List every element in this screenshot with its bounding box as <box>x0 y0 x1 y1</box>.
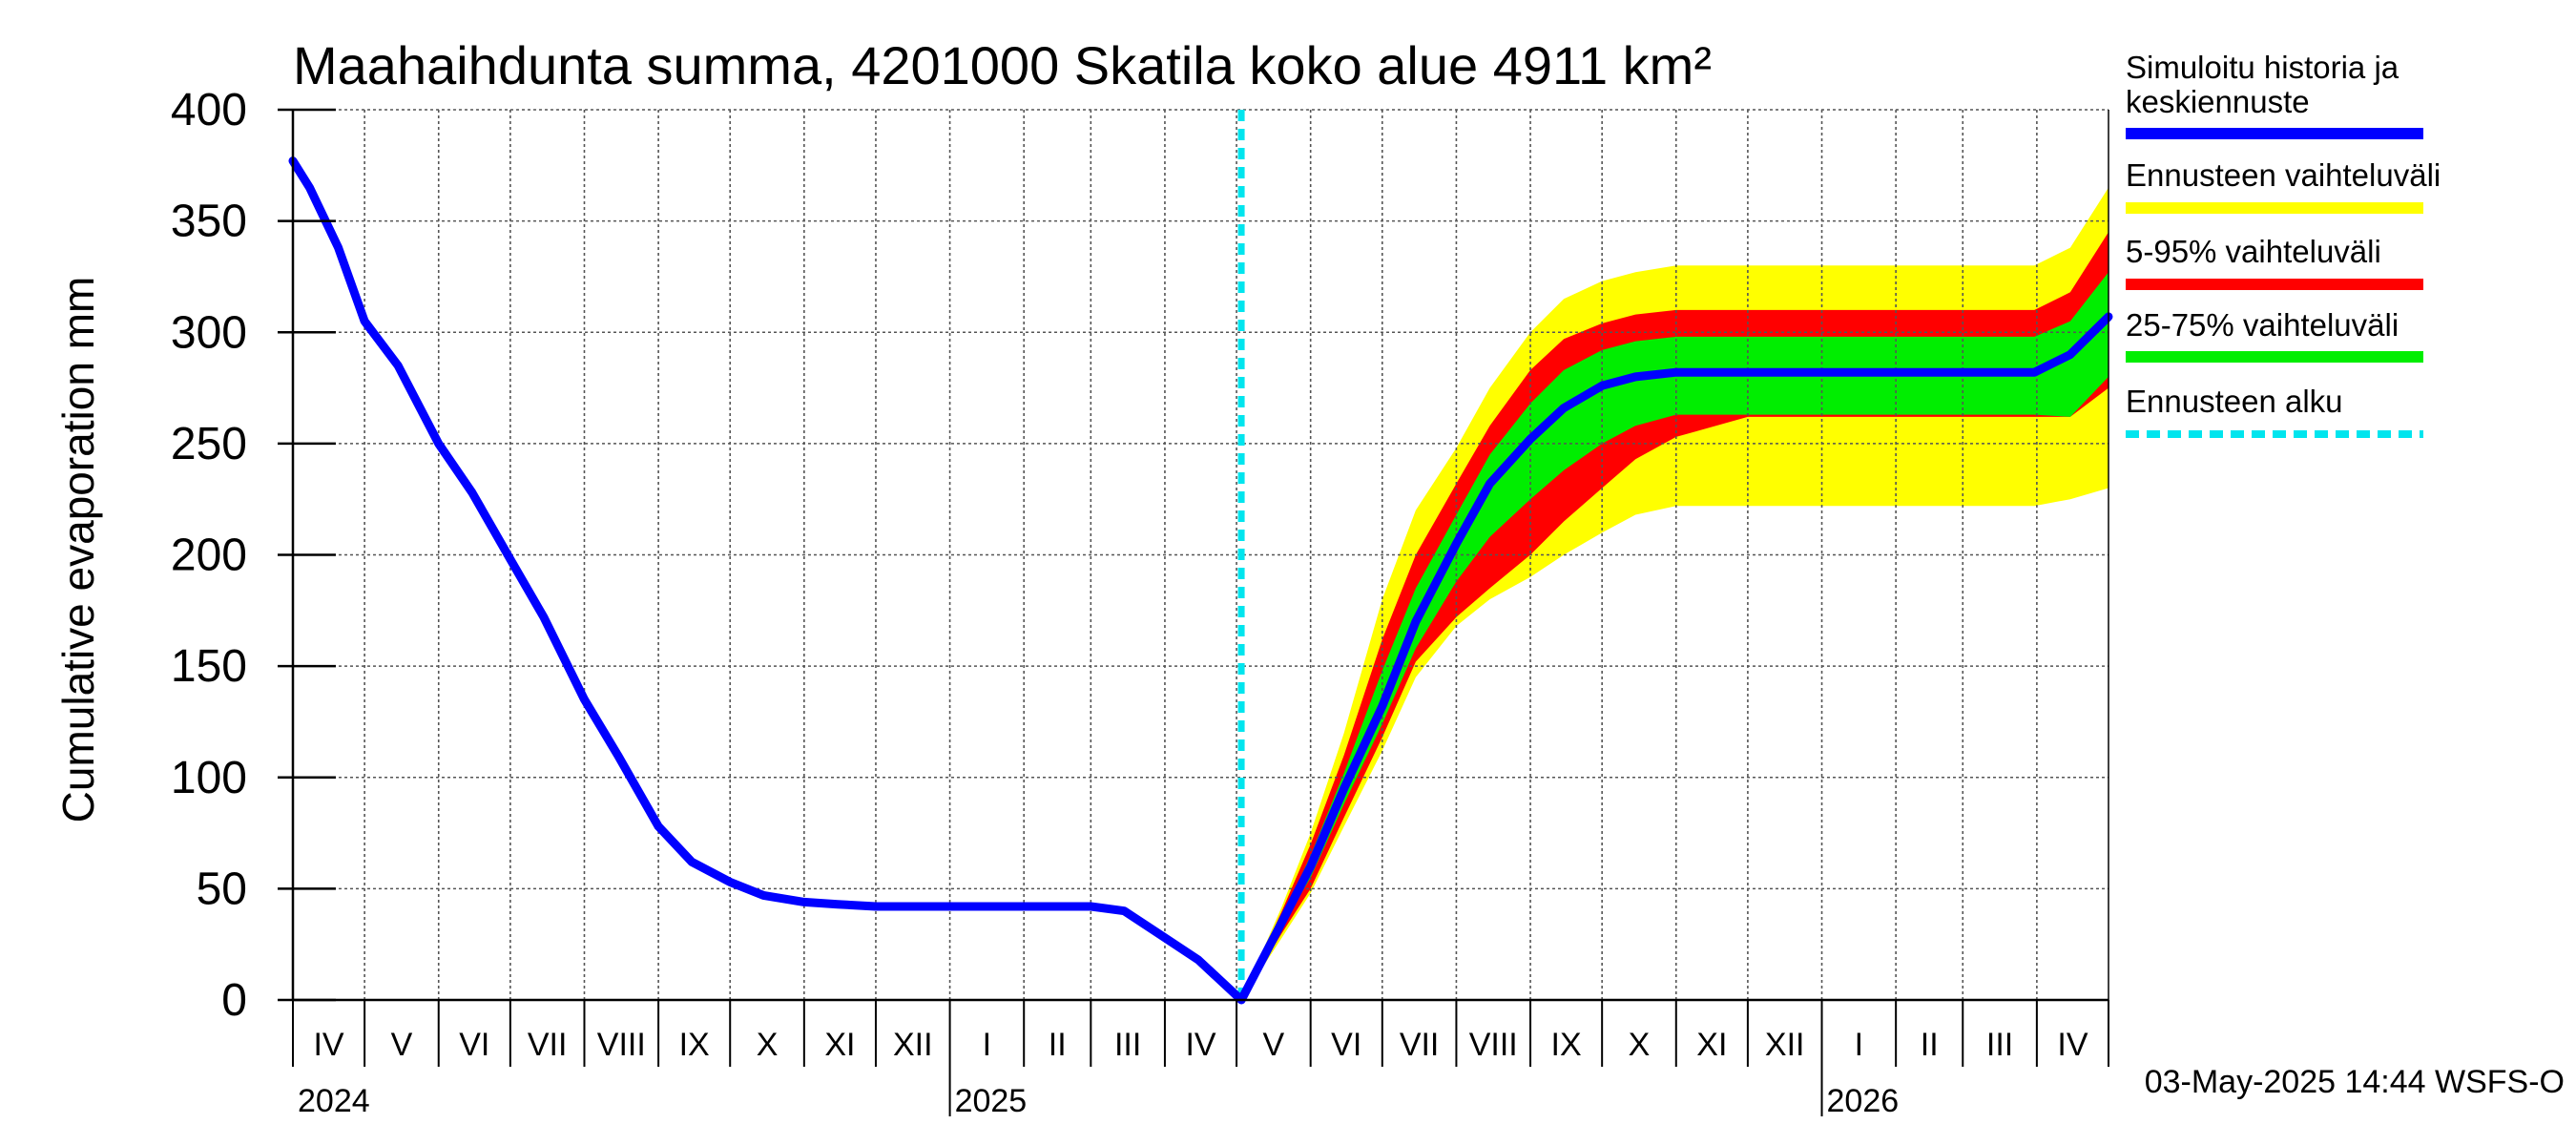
month-label: XII <box>1765 1027 1805 1063</box>
year-label: 2025 <box>955 1083 1028 1119</box>
year-label: 2026 <box>1827 1083 1900 1119</box>
legend-label: Ennusteen vaihteluväli <box>2126 157 2441 193</box>
month-label: VI <box>459 1027 489 1063</box>
month-label: III <box>1986 1027 2013 1063</box>
y-tick-label: 250 <box>171 419 247 469</box>
month-label: III <box>1114 1027 1141 1063</box>
year-label: 2024 <box>298 1083 370 1119</box>
month-label: VII <box>528 1027 568 1063</box>
band-25-75 <box>1241 272 2109 1000</box>
chart-title: Maahaihdunta summa, 4201000 Skatila koko… <box>293 35 1712 95</box>
month-label: IX <box>679 1027 710 1063</box>
y-axis-label: Cumulative evaporation mm <box>53 277 103 823</box>
legend: Simuloitu historia ja keskiennuste Ennuste… <box>2126 50 2441 438</box>
y-tick-label: 50 <box>197 864 247 914</box>
y-tick-label: 100 <box>171 753 247 803</box>
month-label: IV <box>313 1027 343 1063</box>
y-tick-label: 300 <box>171 307 247 358</box>
month-label: XI <box>1696 1027 1727 1063</box>
month-label: IX <box>1551 1027 1582 1063</box>
month-label: XI <box>824 1027 855 1063</box>
month-label: I <box>983 1027 991 1063</box>
month-label: I <box>1855 1027 1863 1063</box>
series-lines <box>288 110 2113 1005</box>
month-label: VIII <box>597 1027 646 1063</box>
month-label: IV <box>2057 1027 2088 1063</box>
month-label: II <box>1921 1027 1939 1063</box>
axes <box>278 108 2109 1116</box>
grid-lines <box>293 109 2109 1000</box>
legend-label: Ennusteen alku <box>2126 384 2343 419</box>
footer-timestamp: 03-May-2025 14:44 WSFS-O <box>2145 1064 2565 1100</box>
month-label: VII <box>1400 1027 1440 1063</box>
y-tick-label: 350 <box>171 197 247 247</box>
y-tick-label: 200 <box>171 531 247 581</box>
month-label: V <box>391 1027 413 1063</box>
month-label: X <box>757 1027 779 1063</box>
y-tick-label: 0 <box>221 975 247 1026</box>
legend-label: 25-75% vaihteluväli <box>2126 307 2399 343</box>
month-label: XII <box>893 1027 933 1063</box>
month-label: IV <box>1185 1027 1215 1063</box>
month-label: VI <box>1331 1027 1361 1063</box>
y-tick-label: 150 <box>171 641 247 692</box>
month-label: X <box>1629 1027 1651 1063</box>
month-label: II <box>1049 1027 1067 1063</box>
month-label: VIII <box>1469 1027 1518 1063</box>
forecast-bands <box>1241 187 2109 1001</box>
month-label: V <box>1263 1027 1285 1063</box>
band-full-range <box>1241 187 2109 1001</box>
legend-label: Simuloitu historia ja keskiennuste <box>2126 50 2399 119</box>
series-line-mean <box>288 156 2113 1005</box>
legend-label: 5-95% vaihteluväli <box>2126 234 2381 269</box>
y-tick-label: 400 <box>171 85 247 135</box>
